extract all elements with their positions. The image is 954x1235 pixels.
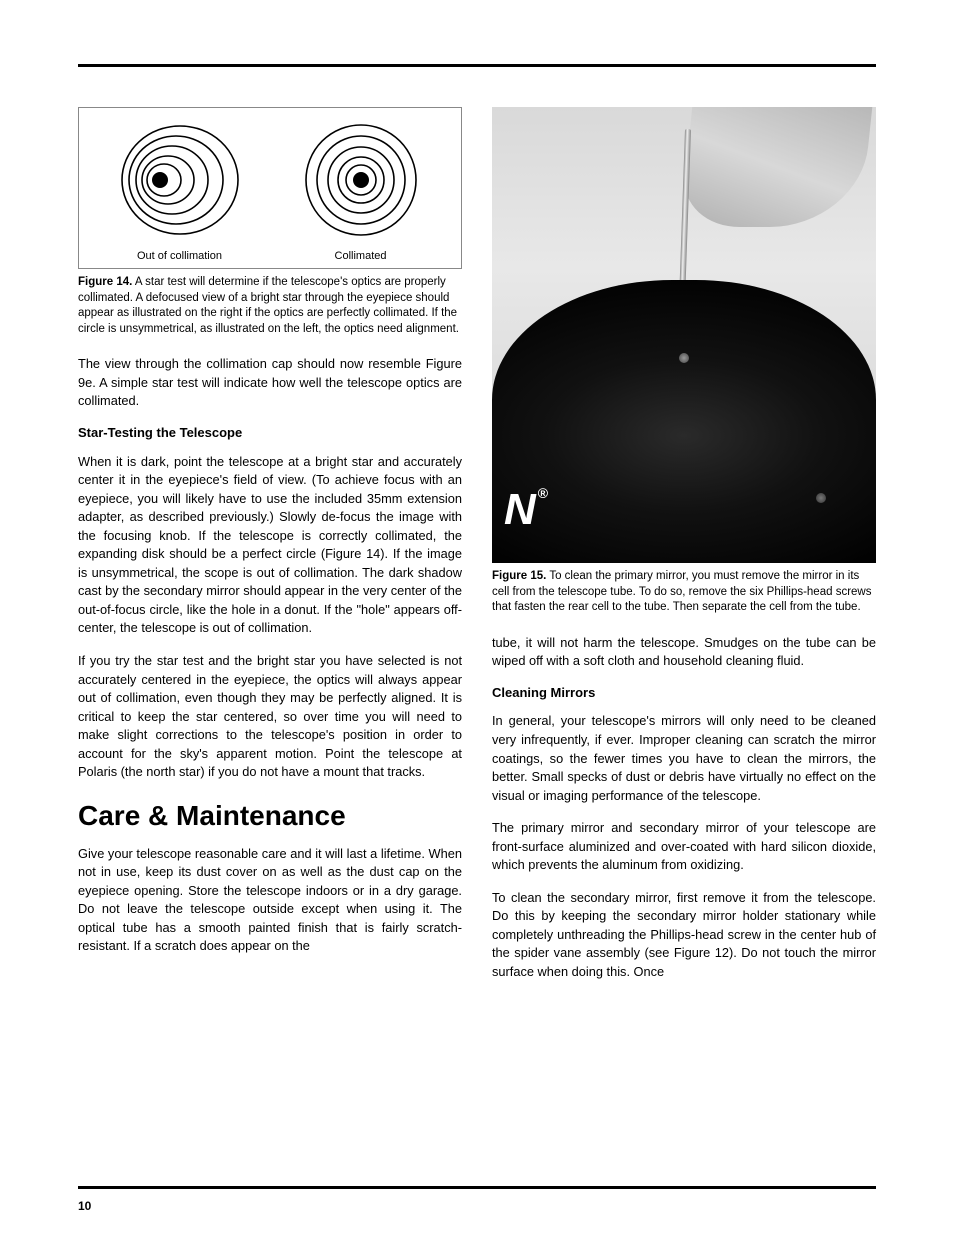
intro-paragraph: The view through the collimation cap sho… (78, 355, 462, 411)
right-para-4: To clean the secondary mirror, first rem… (492, 889, 876, 982)
figure-14-caption-text: A star test will determine if the telesc… (78, 276, 459, 335)
subhead-cleaning-mirrors: Cleaning Mirrors (492, 685, 876, 700)
center-screw-shape (679, 353, 689, 363)
figure-15-lead: Figure 15. (492, 570, 546, 582)
left-column: Out of collimation Collimated Figure 14.… (78, 107, 462, 996)
telescope-cell-shape (492, 280, 876, 563)
right-para-3: The primary mirror and secondary mirror … (492, 819, 876, 875)
figure-14-caption: Figure 14. A star test will determine if… (78, 275, 462, 337)
diagram-label-left: Out of collimation (89, 250, 270, 262)
collimated-diagram (291, 120, 431, 240)
out-of-collimation-diagram (110, 120, 250, 240)
star-testing-para-2: If you try the star test and the bright … (78, 652, 462, 782)
brand-logo-text: N (504, 485, 534, 534)
right-column: N® Figure 15. To clean the primary mirro… (492, 107, 876, 996)
top-rule (78, 64, 876, 67)
registered-mark: ® (538, 485, 546, 501)
page-number: 10 (78, 1199, 91, 1213)
figure-15-caption: Figure 15. To clean the primary mirror, … (492, 569, 876, 616)
care-maintenance-heading: Care & Maintenance (78, 800, 462, 832)
figure-14-box: Out of collimation Collimated (78, 107, 462, 269)
diagram-label-right: Collimated (270, 250, 451, 262)
bottom-rule (78, 1186, 876, 1189)
side-screw-shape (816, 493, 826, 503)
right-para-1: tube, it will not harm the telescope. Sm… (492, 634, 876, 671)
figure-15-photo: N® (492, 107, 876, 563)
care-para-1: Give your telescope reasonable care and … (78, 845, 462, 956)
figure-15-caption-text: To clean the primary mirror, you must re… (492, 570, 871, 613)
brand-logo-fragment: N® (504, 485, 546, 535)
star-testing-para-1: When it is dark, point the telescope at … (78, 453, 462, 638)
subhead-star-testing: Star-Testing the Telescope (78, 425, 462, 440)
hand-shape (680, 107, 873, 227)
right-para-2: In general, your telescope's mirrors wil… (492, 712, 876, 805)
figure-14-lead: Figure 14. (78, 276, 132, 288)
